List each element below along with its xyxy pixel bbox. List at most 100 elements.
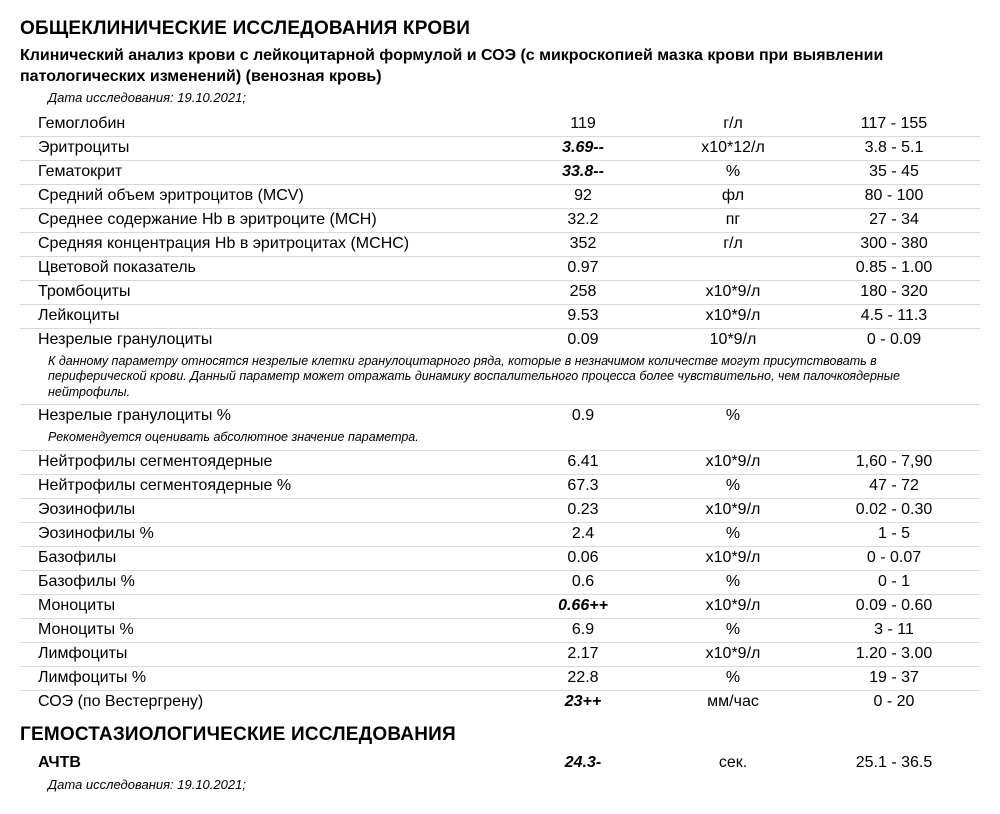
param-name: Эозинофилы % <box>38 525 508 543</box>
param-unit: г/л <box>658 235 808 253</box>
param-unit: x10*9/л <box>658 501 808 519</box>
section2-date: Дата исследования: 19.10.2021; <box>48 777 980 792</box>
param-unit: % <box>658 477 808 495</box>
param-value: 23++ <box>508 693 658 711</box>
section1-subtitle: Клинический анализ крови с лейкоцитарной… <box>20 46 980 88</box>
param-range: 1.20 - 3.00 <box>808 645 980 663</box>
param-unit: % <box>658 407 808 425</box>
table-row: Цветовой показатель0.97 0.85 - 1.00 <box>20 257 980 281</box>
param-unit: фл <box>658 187 808 205</box>
table-row: АЧТВ24.3-сек.25.1 - 36.5 <box>20 752 980 775</box>
param-name: Базофилы <box>38 549 508 567</box>
table-row: Средняя концентрация Hb в эритроцитах (M… <box>20 233 980 257</box>
param-value: 0.09 <box>508 331 658 349</box>
table-row: Эозинофилы %2.4%1 - 5 <box>20 523 980 547</box>
param-range: 3 - 11 <box>808 621 980 639</box>
param-unit: г/л <box>658 115 808 133</box>
note-absolute-value: Рекомендуется оценивать абсолютное значе… <box>20 428 980 451</box>
table-row: СОЭ (по Вестергрену)23++мм/час0 - 20 <box>20 691 980 714</box>
param-name: Эритроциты <box>38 139 508 157</box>
table-row: Средний объем эритроцитов (MCV)92фл80 - … <box>20 185 980 209</box>
param-value: 0.97 <box>508 259 658 277</box>
param-value: 67.3 <box>508 477 658 495</box>
section1-date: Дата исследования: 19.10.2021; <box>48 90 980 105</box>
param-unit: x10*9/л <box>658 283 808 301</box>
param-value: 119 <box>508 115 658 133</box>
param-value: 258 <box>508 283 658 301</box>
results-row-ig-pct: Незрелые гранулоциты %0.9% <box>20 405 980 428</box>
param-range: 4.5 - 11.3 <box>808 307 980 325</box>
param-unit: x10*9/л <box>658 549 808 567</box>
param-value: 22.8 <box>508 669 658 687</box>
param-name: Гемоглобин <box>38 115 508 133</box>
param-range: 35 - 45 <box>808 163 980 181</box>
param-name: Лимфоциты % <box>38 669 508 687</box>
results-table-block-2: Нейтрофилы сегментоядерные6.41x10*9/л1,6… <box>20 451 980 714</box>
param-value: 0.6 <box>508 573 658 591</box>
param-name: Незрелые гранулоциты <box>38 331 508 349</box>
param-name: Нейтрофилы сегментоядерные % <box>38 477 508 495</box>
table-row: Незрелые гранулоциты0.0910*9/л0 - 0.09 <box>20 329 980 352</box>
param-value: 2.17 <box>508 645 658 663</box>
param-value: 0.23 <box>508 501 658 519</box>
param-value: 3.69-- <box>508 139 658 157</box>
param-range: 0.85 - 1.00 <box>808 259 980 277</box>
param-unit: % <box>658 669 808 687</box>
table-row: Лимфоциты %22.8%19 - 37 <box>20 667 980 691</box>
param-value: 0.9 <box>508 407 658 425</box>
table-row: Лейкоциты9.53x10*9/л4.5 - 11.3 <box>20 305 980 329</box>
param-unit: сек. <box>658 754 808 772</box>
param-range: 0 - 0.07 <box>808 549 980 567</box>
param-name: Средний объем эритроцитов (MCV) <box>38 187 508 205</box>
param-value: 32.2 <box>508 211 658 229</box>
param-range: 0 - 0.09 <box>808 331 980 349</box>
param-value: 0.66++ <box>508 597 658 615</box>
section2-title: ГЕМОСТАЗИОЛОГИЧЕСКИЕ ИССЛЕДОВАНИЯ <box>20 724 980 746</box>
param-name: Моноциты <box>38 597 508 615</box>
param-unit: % <box>658 573 808 591</box>
table-row: Моноциты0.66++x10*9/л0.09 - 0.60 <box>20 595 980 619</box>
results-table-block-1: Гемоглобин119г/л117 - 155Эритроциты3.69-… <box>20 113 980 352</box>
param-name: Средняя концентрация Hb в эритроцитах (M… <box>38 235 508 253</box>
table-row: Эозинофилы0.23x10*9/л0.02 - 0.30 <box>20 499 980 523</box>
param-name: Тромбоциты <box>38 283 508 301</box>
param-unit: x10*9/л <box>658 307 808 325</box>
param-range: 80 - 100 <box>808 187 980 205</box>
param-range: 1 - 5 <box>808 525 980 543</box>
param-value: 2.4 <box>508 525 658 543</box>
param-name: Эозинофилы <box>38 501 508 519</box>
param-name: АЧТВ <box>38 754 508 772</box>
table-row: Моноциты %6.9%3 - 11 <box>20 619 980 643</box>
table-row: Тромбоциты258x10*9/л180 - 320 <box>20 281 980 305</box>
param-value: 0.06 <box>508 549 658 567</box>
param-name: Лейкоциты <box>38 307 508 325</box>
param-unit: мм/час <box>658 693 808 711</box>
param-value: 33.8-- <box>508 163 658 181</box>
param-range: 3.8 - 5.1 <box>808 139 980 157</box>
table-row: Нейтрофилы сегментоядерные6.41x10*9/л1,6… <box>20 451 980 475</box>
param-value: 9.53 <box>508 307 658 325</box>
param-unit: пг <box>658 211 808 229</box>
table-row: Среднее содержание Hb в эритроците (MCH)… <box>20 209 980 233</box>
param-name: Цветовой показатель <box>38 259 508 277</box>
param-name: Нейтрофилы сегментоядерные <box>38 453 508 471</box>
param-value: 352 <box>508 235 658 253</box>
param-value: 92 <box>508 187 658 205</box>
param-unit: % <box>658 621 808 639</box>
param-unit: % <box>658 525 808 543</box>
table-row: Незрелые гранулоциты %0.9% <box>20 405 980 428</box>
section1-title: ОБЩЕКЛИНИЧЕСКИЕ ИССЛЕДОВАНИЯ КРОВИ <box>20 18 980 40</box>
param-unit: x10*9/л <box>658 597 808 615</box>
table-row: Нейтрофилы сегментоядерные %67.3%47 - 72 <box>20 475 980 499</box>
param-range: 117 - 155 <box>808 115 980 133</box>
param-name: Базофилы % <box>38 573 508 591</box>
param-range: 27 - 34 <box>808 211 980 229</box>
table-row: Базофилы %0.6%0 - 1 <box>20 571 980 595</box>
param-range: 0.09 - 0.60 <box>808 597 980 615</box>
table-row: Эритроциты3.69--x10*12/л3.8 - 5.1 <box>20 137 980 161</box>
param-name: Гематокрит <box>38 163 508 181</box>
param-range: 300 - 380 <box>808 235 980 253</box>
param-name: СОЭ (по Вестергрену) <box>38 693 508 711</box>
table-row: Лимфоциты2.17x10*9/л1.20 - 3.00 <box>20 643 980 667</box>
param-range: 25.1 - 36.5 <box>808 754 980 772</box>
